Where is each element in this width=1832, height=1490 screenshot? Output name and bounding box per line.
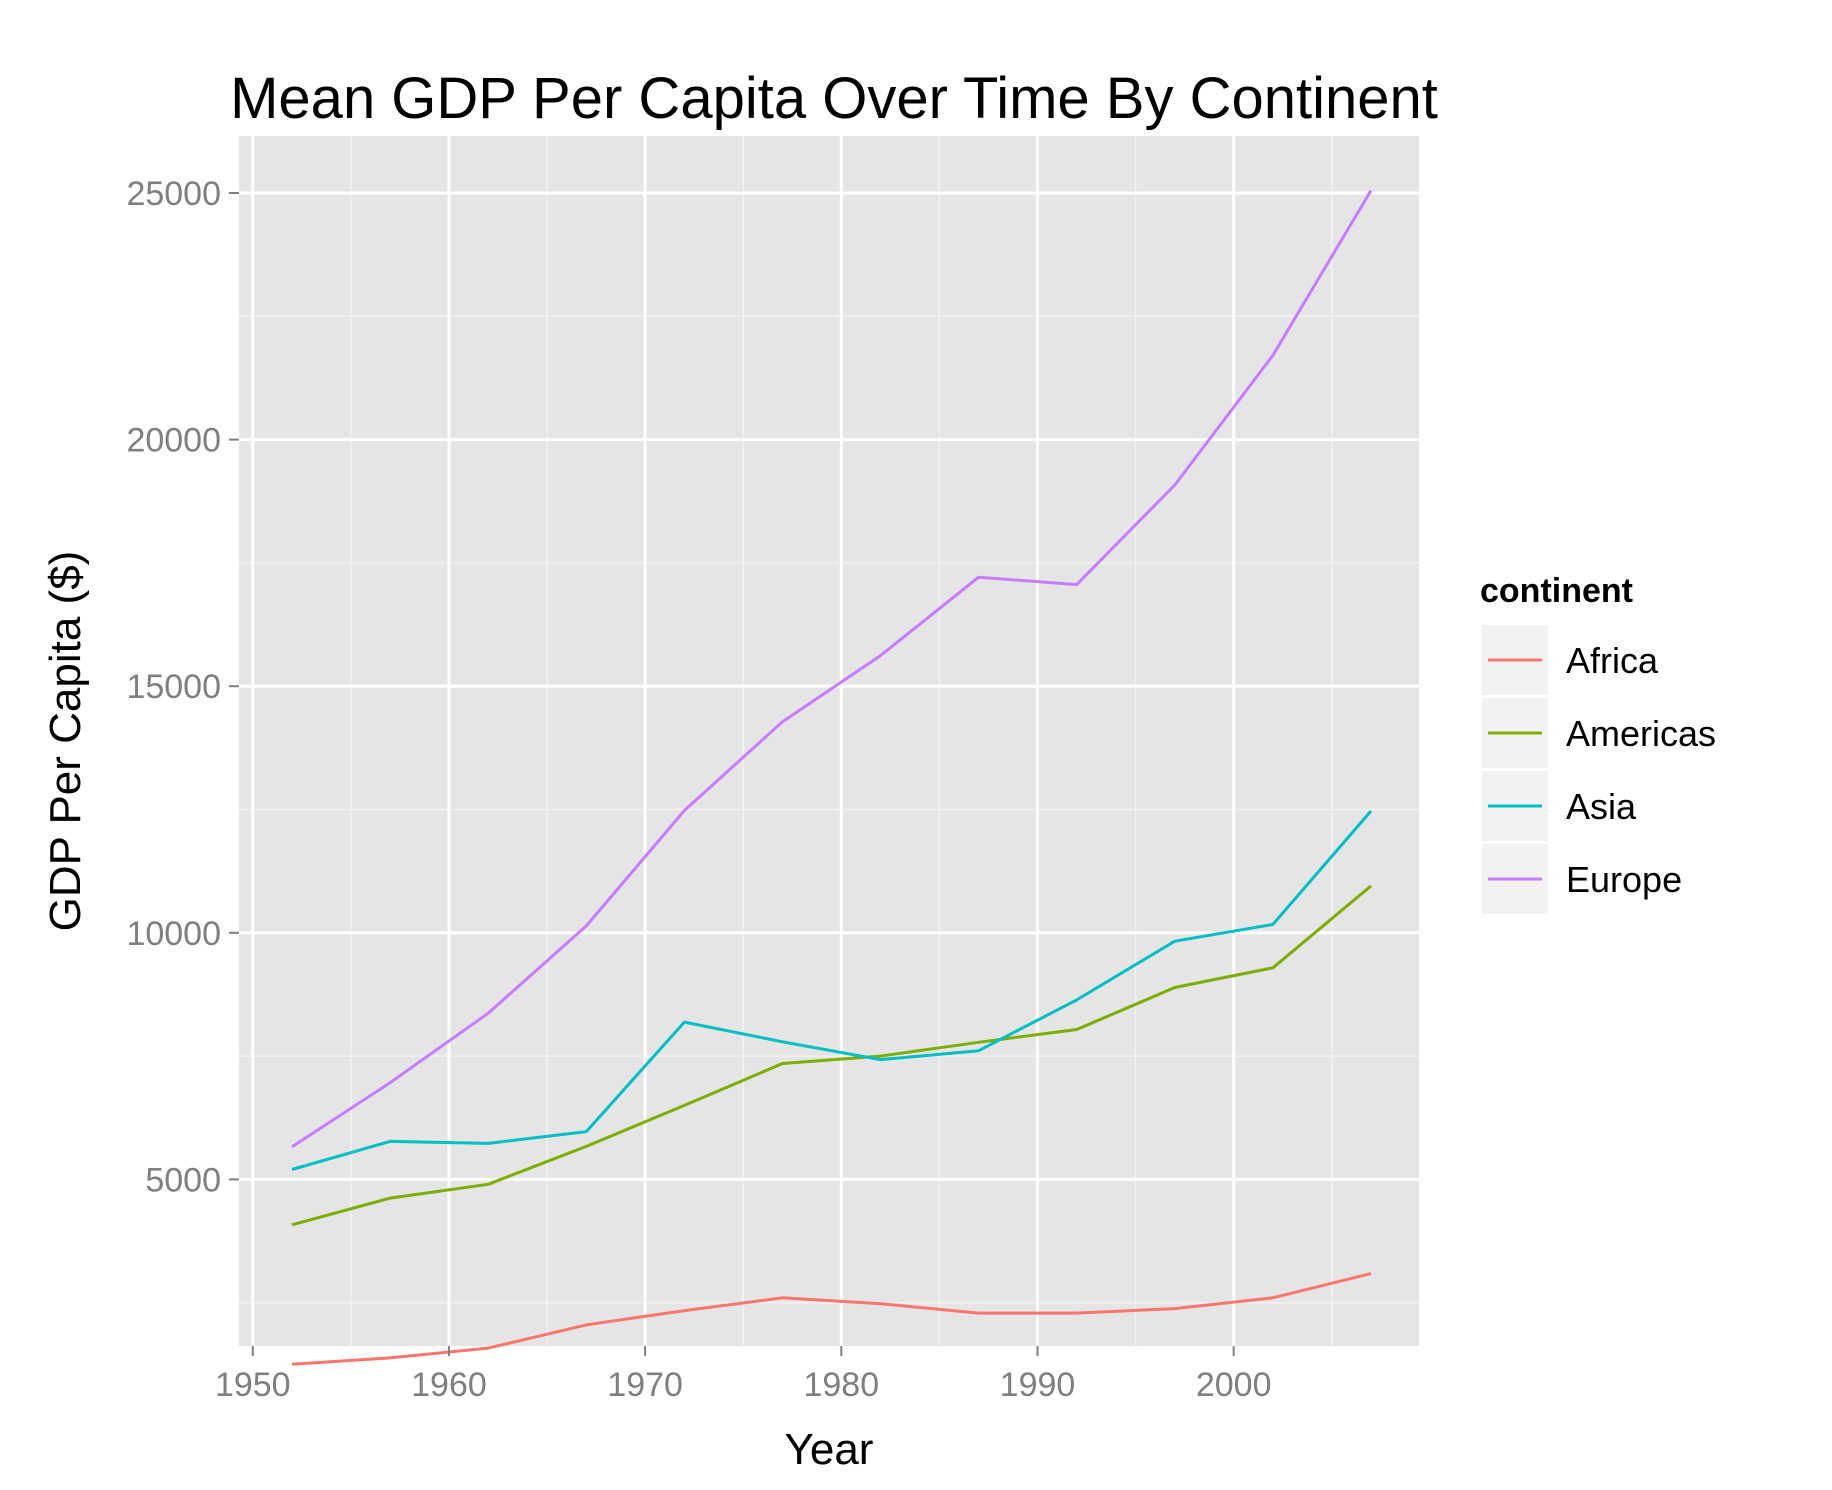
x-tick-label: 1960 (411, 1366, 487, 1404)
y-tick-label: 15000 (126, 668, 221, 706)
x-axis-title: Year (785, 1425, 874, 1474)
y-tick-label: 25000 (126, 175, 221, 213)
chart-title: Mean GDP Per Capita Over Time By Contine… (230, 66, 1438, 131)
y-tick-label: 5000 (145, 1161, 221, 1199)
x-tick-label: 2000 (1196, 1366, 1272, 1404)
series-line-asia (291, 810, 1373, 1171)
series-line-americas (291, 884, 1372, 1227)
legend: continent Africa Americas Asia Europe (1480, 572, 1716, 914)
major-grid (239, 136, 1419, 1346)
series-line-europe (291, 189, 1373, 1149)
x-axis: 1950 1960 1970 1980 1990 2000 (215, 1346, 1272, 1404)
y-axis-title: GDP Per Capita ($) (41, 551, 90, 932)
y-tick-label: 20000 (126, 422, 221, 460)
legend-label: Asia (1566, 786, 1637, 827)
minor-grid (239, 136, 1419, 1346)
y-tick-label: 10000 (126, 915, 221, 953)
legend-title: continent (1480, 572, 1633, 610)
x-tick-label: 1970 (607, 1366, 683, 1404)
y-axis: 5000 10000 15000 20000 25000 (126, 175, 239, 1199)
x-tick-label: 1980 (803, 1366, 879, 1404)
x-tick-label: 1950 (215, 1366, 291, 1404)
legend-label: Americas (1566, 713, 1716, 754)
series-lines (291, 189, 1373, 1366)
plot-panel (239, 136, 1419, 1346)
legend-label: Europe (1566, 859, 1682, 900)
series-line-africa (291, 1272, 1372, 1366)
x-tick-label: 1990 (1000, 1366, 1076, 1404)
legend-label: Africa (1566, 640, 1659, 681)
